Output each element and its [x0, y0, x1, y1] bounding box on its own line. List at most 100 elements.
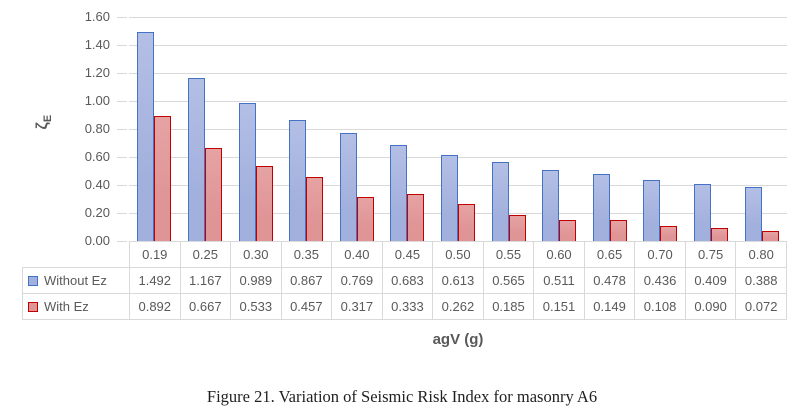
y-tick-label: 1.60: [84, 9, 110, 24]
bar-without-ez: [491, 161, 509, 241]
value-cell: 0.683: [381, 267, 434, 294]
y-tick-label: 1.40: [84, 37, 110, 52]
y-tick-mark: [117, 101, 127, 102]
category-group: [382, 17, 433, 241]
legend-label: With Ez: [44, 299, 89, 314]
legend-swatch-icon: [28, 302, 38, 312]
category-group: [686, 17, 737, 241]
series-row: Without Ez 1.492 1.167 0.989 0.867 0.769 0.683…: [22, 267, 787, 294]
category-group: [433, 17, 484, 241]
gridline: [129, 45, 787, 46]
bar-without-ez: [643, 180, 661, 241]
gridline: [129, 185, 787, 186]
gridline: [129, 157, 787, 158]
y-tick-mark: [117, 241, 127, 242]
bar-with-ez: [407, 194, 425, 241]
bar-without-ez: [187, 77, 205, 241]
category-header-cell: 0.45: [381, 241, 434, 268]
bar-with-ez: [255, 166, 273, 241]
bar-with-ez: [457, 204, 475, 241]
value-cell: 0.333: [381, 293, 434, 320]
category-group: [635, 17, 686, 241]
bar-without-ez: [592, 174, 610, 241]
category-group: [180, 17, 231, 241]
data-table-body: 0.19 0.25 0.30 0.35 0.40 0.45 0.50 0.55 0.60 0.65…: [22, 241, 787, 320]
y-tick-mark: [117, 213, 127, 214]
y-tick-label: 0.20: [84, 205, 110, 220]
y-tick-label: 0.40: [84, 177, 110, 192]
bar-with-ez: [559, 219, 577, 241]
category-group: [736, 17, 787, 241]
y-tick-label: 1.00: [84, 93, 110, 108]
bar-with-ez: [204, 147, 222, 241]
value-cell: 0.565: [482, 267, 535, 294]
value-cell: 0.457: [280, 293, 333, 320]
value-cell: 0.478: [583, 267, 636, 294]
category-group: [281, 17, 332, 241]
gridline: [129, 129, 787, 130]
value-cell: 0.185: [482, 293, 535, 320]
bar-with-ez: [306, 177, 324, 241]
category-header-cell: 0.35: [280, 241, 333, 268]
bar-without-ez: [542, 169, 560, 241]
value-cell: 0.436: [634, 267, 686, 294]
bar-with-ez: [508, 215, 526, 241]
gridline: [129, 73, 787, 74]
category-header-cell: 0.25: [179, 241, 232, 268]
series-row: With Ez 0.892 0.667 0.533 0.457 0.317 0.333 0.2…: [22, 293, 787, 320]
category-header-cell: 0.19: [129, 241, 181, 268]
x-axis-title: agV (g): [432, 331, 484, 348]
bar-without-ez: [238, 102, 256, 241]
value-cell: 0.667: [179, 293, 232, 320]
legend-cell-without-ez: Without Ez: [22, 267, 130, 294]
value-cell: 0.409: [684, 267, 737, 294]
y-tick-label: 0.60: [84, 149, 110, 164]
value-cell: 0.769: [331, 267, 383, 294]
value-cell: 0.090: [684, 293, 737, 320]
value-cell: 0.388: [735, 267, 787, 294]
y-tick-mark: [117, 129, 127, 130]
category-group: [129, 17, 180, 241]
category-header-row: 0.19 0.25 0.30 0.35 0.40 0.45 0.50 0.55 0.60 0.65…: [23, 241, 787, 268]
category-group: [230, 17, 281, 241]
value-cell: 0.072: [735, 293, 787, 320]
category-header-cell: 0.70: [634, 241, 686, 268]
category-header-cell: 0.50: [432, 241, 484, 268]
value-cell: 1.167: [179, 267, 232, 294]
value-cell: 0.151: [533, 293, 585, 320]
bar-without-ez: [289, 119, 307, 241]
category-header-cell: 0.75: [684, 241, 737, 268]
value-cell: 0.613: [432, 267, 484, 294]
bar-without-ez: [744, 186, 762, 241]
table-corner-cell: [23, 242, 130, 268]
bar-without-ez: [390, 145, 408, 241]
bar-without-ez: [137, 32, 155, 241]
category-header-cell: 0.65: [583, 241, 636, 268]
y-tick-mark: [117, 185, 127, 186]
bar-without-ez: [440, 155, 458, 241]
category-group: [584, 17, 635, 241]
bar-without-ez: [694, 183, 711, 241]
value-cell: 0.533: [230, 293, 282, 320]
value-cell: 0.317: [331, 293, 383, 320]
category-group: [331, 17, 382, 241]
bar-with-ez: [660, 225, 678, 241]
value-cell: 0.149: [583, 293, 636, 320]
gridline: [129, 17, 787, 18]
bar-with-ez: [154, 116, 172, 241]
y-tick-mark: [117, 73, 127, 74]
y-tick-mark: [117, 17, 127, 18]
value-cell: 0.989: [230, 267, 282, 294]
legend-cell-with-ez: With Ez: [22, 293, 130, 320]
bar-without-ez: [339, 133, 357, 241]
category-group: [483, 17, 534, 241]
y-tick-label: 0.80: [84, 121, 110, 136]
category-header-cell: 0.60: [533, 241, 585, 268]
value-cell: 0.511: [533, 267, 585, 294]
category-header-cell: 0.40: [331, 241, 383, 268]
legend-label: Without Ez: [44, 273, 107, 288]
category-slots: [129, 17, 787, 241]
plot-area: [129, 17, 787, 242]
value-cell: 0.262: [432, 293, 484, 320]
